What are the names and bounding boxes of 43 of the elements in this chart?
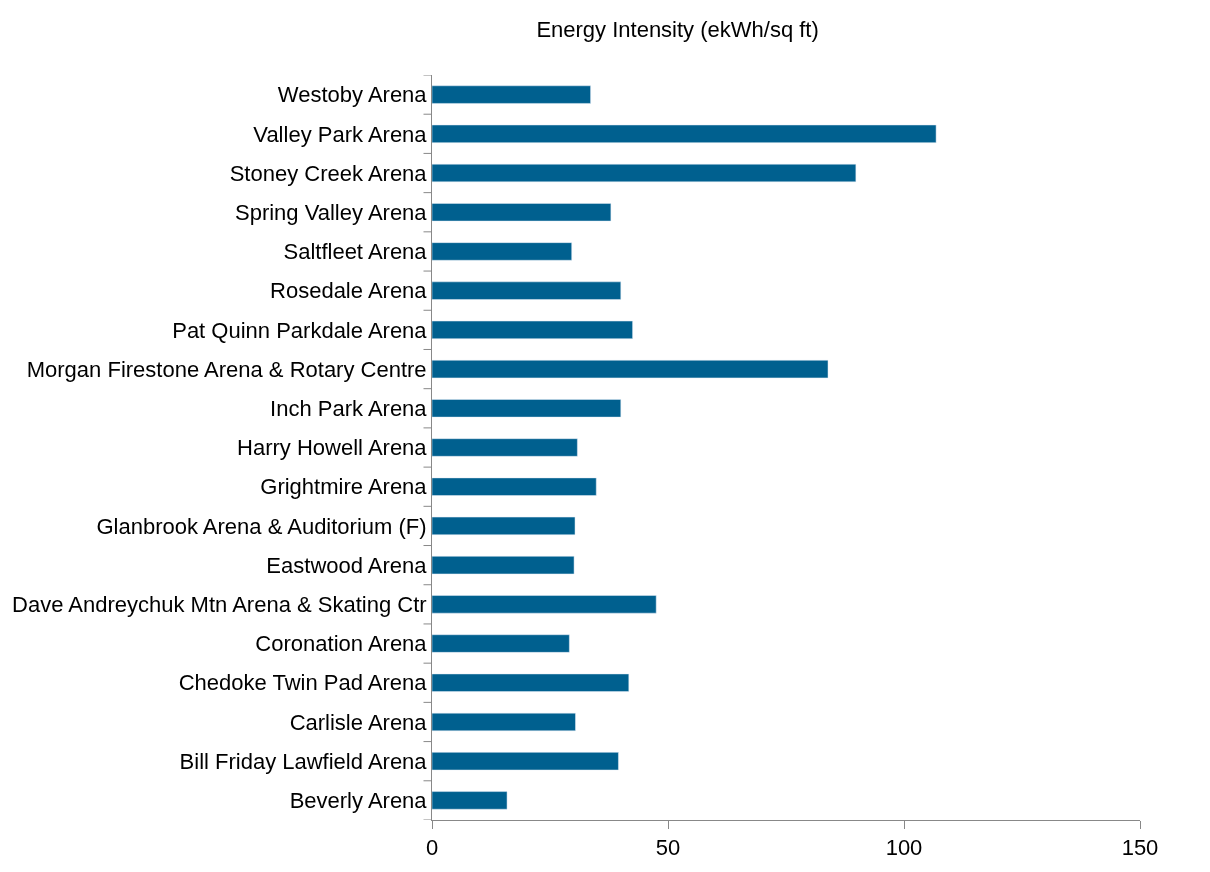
y-tick-label: Saltfleet Arena <box>283 239 428 265</box>
chart-title: Energy Intensity (ekWh/sq ft) <box>536 17 819 43</box>
bar <box>432 85 591 104</box>
y-tick-label: Stoney Creek Arena <box>229 160 428 186</box>
bar <box>432 281 622 300</box>
y-tick-label: Westoby Arena <box>277 82 428 108</box>
x-tick-label: 0 <box>425 835 439 861</box>
bar <box>432 124 937 143</box>
y-tick-label: Bill Friday Lawfield Arena <box>179 748 428 774</box>
bar <box>432 516 576 535</box>
bar <box>432 673 630 692</box>
y-tick-label: Spring Valley Arena <box>234 199 428 225</box>
bar <box>432 399 622 418</box>
y-tick-label: Glanbrook Arena & Auditorium (F) <box>96 513 427 539</box>
bar <box>432 477 597 496</box>
y-tick-label: Beverly Arena <box>289 788 428 814</box>
bar <box>432 163 857 183</box>
bar <box>432 791 508 810</box>
bar <box>432 634 570 653</box>
y-tick-label: Eastwood Arena <box>266 552 428 578</box>
y-tick-label: Grightmire Arena <box>260 474 428 500</box>
y-tick-label: Rosedale Arena <box>270 278 428 304</box>
bar <box>432 242 572 261</box>
bar <box>432 360 829 379</box>
y-tick-label: Chedoke Twin Pad Arena <box>178 670 428 696</box>
bar <box>432 438 578 457</box>
y-tick-label: Carlisle Arena <box>289 709 428 735</box>
bar <box>432 595 657 614</box>
bar <box>432 203 612 222</box>
y-tick-label: Inch Park Arena <box>270 395 428 421</box>
y-tick-label: Coronation Arena <box>255 631 428 657</box>
x-tick-label: 50 <box>655 835 681 861</box>
y-tick-label: Morgan Firestone Arena & Rotary Centre <box>26 356 427 382</box>
bar <box>432 752 619 771</box>
x-tick-label: 150 <box>1121 835 1159 861</box>
bar <box>432 556 575 575</box>
y-tick-label: Harry Howell Arena <box>237 435 428 461</box>
y-tick-label: Pat Quinn Parkdale Arena <box>172 317 428 343</box>
bar <box>432 712 576 732</box>
bar <box>432 320 633 339</box>
y-tick-label: Valley Park Arena <box>253 121 428 147</box>
x-tick-label: 100 <box>885 835 923 861</box>
y-tick-label: Dave Andreychuk Mtn Arena & Skating Ctr <box>12 592 427 618</box>
